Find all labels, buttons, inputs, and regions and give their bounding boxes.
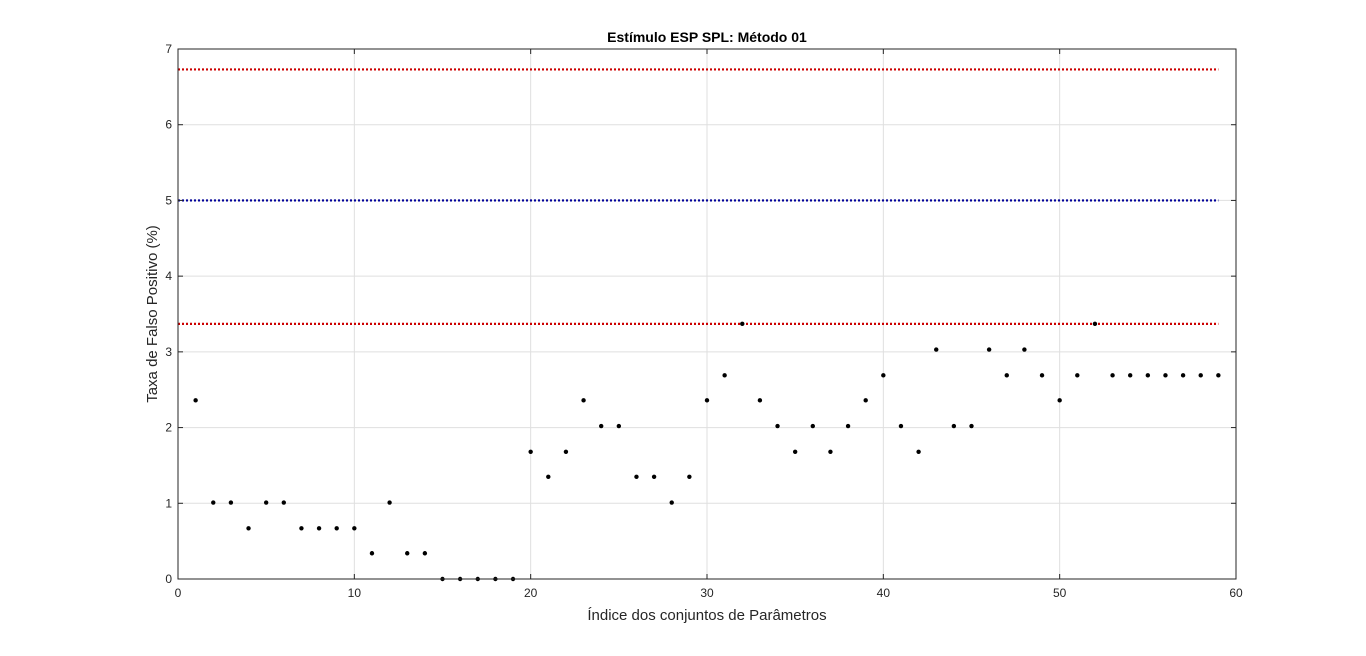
- x-tick-label: 50: [1053, 586, 1067, 600]
- data-point: [775, 423, 780, 429]
- chart-title: Estímulo ESP SPL: Método 01: [607, 29, 807, 45]
- data-point: [246, 526, 251, 531]
- data-point: [740, 321, 745, 327]
- data-points: [193, 321, 1221, 582]
- data-point: [299, 526, 304, 531]
- data-point: [792, 449, 798, 454]
- data-point: [1128, 373, 1133, 378]
- data-point: [828, 449, 833, 454]
- data-point: [546, 474, 551, 479]
- data-point: [757, 398, 763, 403]
- data-point: [228, 500, 234, 505]
- data-point: [810, 423, 815, 429]
- x-tick-label: 60: [1229, 586, 1243, 600]
- data-point: [845, 423, 851, 429]
- data-point: [334, 526, 339, 531]
- data-point: [1075, 373, 1080, 378]
- data-point: [634, 474, 639, 479]
- data-point: [1198, 373, 1203, 378]
- data-point: [281, 500, 286, 505]
- data-point: [1180, 373, 1186, 378]
- x-axis-label: Índice dos conjuntos de Parâmetros: [587, 607, 826, 624]
- y-tick-label: 7: [165, 42, 172, 56]
- data-point: [669, 500, 674, 505]
- data-point: [704, 398, 710, 403]
- data-point: [1092, 321, 1098, 327]
- data-point: [687, 474, 692, 479]
- data-point: [916, 449, 921, 454]
- data-point: [352, 526, 357, 531]
- data-point: [387, 500, 392, 505]
- x-tick-label: 0: [175, 586, 182, 600]
- x-tick-label: 10: [348, 586, 362, 600]
- y-tick-label: 0: [165, 572, 172, 586]
- data-point: [1145, 373, 1151, 378]
- y-tick-label: 6: [165, 118, 172, 132]
- data-point: [1110, 373, 1115, 378]
- data-point: [1163, 373, 1168, 378]
- data-point: [898, 423, 904, 429]
- x-tick-label: 30: [700, 586, 714, 600]
- data-point: [422, 551, 428, 556]
- y-tick-label: 5: [165, 193, 172, 207]
- data-point: [951, 423, 957, 429]
- data-point: [211, 500, 216, 505]
- y-tick-label: 4: [165, 269, 172, 283]
- data-point: [1057, 398, 1062, 403]
- data-point: [722, 373, 727, 378]
- x-tick-label: 20: [524, 586, 538, 600]
- data-point: [405, 551, 410, 556]
- data-point: [1039, 373, 1045, 378]
- y-tick-label: 1: [165, 496, 172, 510]
- data-point: [881, 373, 886, 378]
- data-point: [263, 500, 269, 505]
- data-point: [651, 474, 657, 479]
- data-point: [369, 551, 375, 556]
- data-point: [563, 449, 569, 454]
- data-point: [863, 398, 868, 403]
- data-point: [1022, 347, 1027, 352]
- data-point: [316, 526, 322, 531]
- reference-lines: [178, 68, 1219, 325]
- data-point: [1004, 373, 1009, 378]
- y-axis-label: Taxa de Falso Positivo (%): [144, 225, 161, 403]
- data-point: [193, 398, 198, 403]
- ticks: 0 10 20 30 40 50 60 0 1 2 3 4 5 6 7: [165, 42, 1243, 600]
- data-point: [616, 423, 622, 429]
- data-point: [1216, 373, 1221, 378]
- data-point: [599, 423, 604, 429]
- data-point: [969, 423, 974, 429]
- data-point: [581, 398, 586, 403]
- x-tick-label: 40: [877, 586, 891, 600]
- data-point: [934, 347, 939, 352]
- y-tick-label: 3: [165, 345, 172, 359]
- y-tick-label: 2: [165, 421, 172, 435]
- data-point: [528, 449, 533, 454]
- data-point: [986, 347, 992, 352]
